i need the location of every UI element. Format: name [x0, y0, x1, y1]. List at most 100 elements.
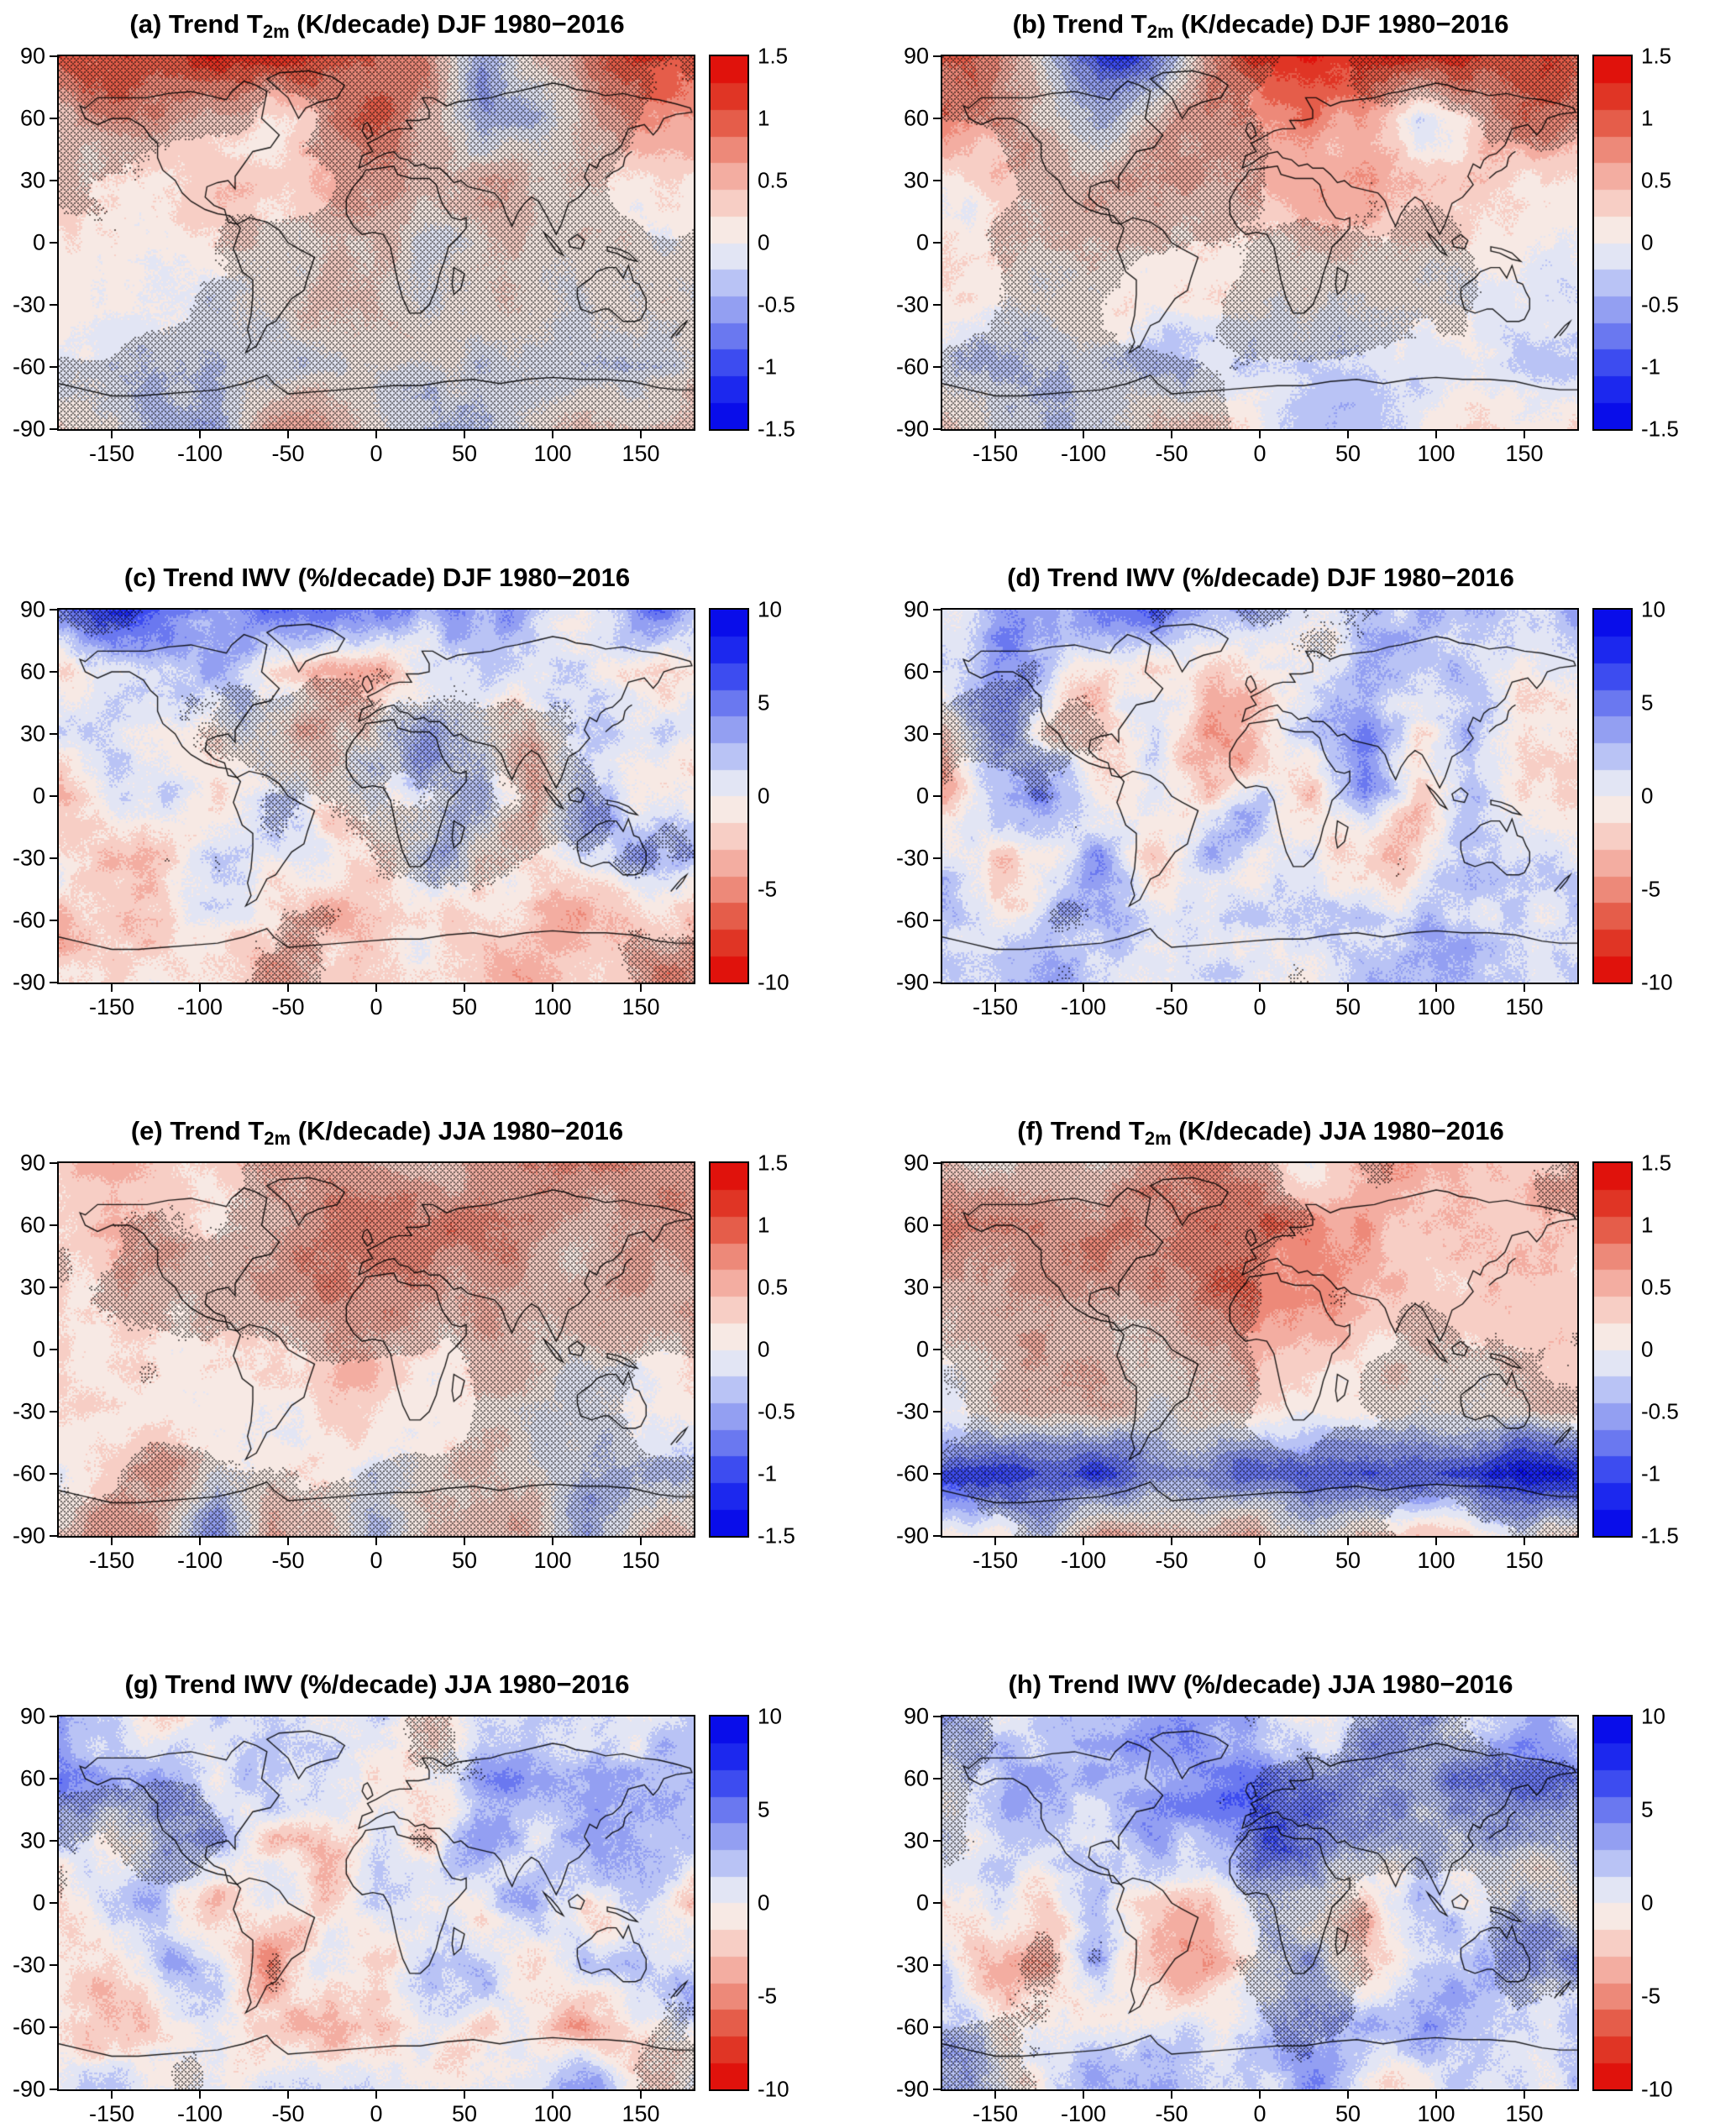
x-tick-label: 100 [1417, 994, 1455, 1019]
y-tick-mark [50, 180, 57, 181]
y-tick-label: -90 [895, 1523, 929, 1549]
panel-title-subscript: 2m [264, 1128, 291, 1149]
x-tick-label: 100 [533, 441, 572, 466]
colorbar-tick-label: -5 [758, 876, 778, 902]
colorbar-tick-labels: 1.5 1 0.5 0 -0.5 -1 -1.5 [749, 44, 811, 442]
y-tick-label: 30 [903, 1274, 929, 1300]
x-axis-tick-labels: -150 -100 -50 0 50 100 150 [941, 431, 1579, 468]
colorbar-canvas [709, 608, 749, 984]
x-tick-mark [199, 984, 201, 992]
map-area: -150 -100 -50 0 50 100 150 [941, 1161, 1579, 1575]
world-map-canvas [57, 55, 695, 431]
y-tick-label: 90 [903, 1703, 929, 1729]
x-tick-mark [464, 984, 465, 992]
x-tick-label: 100 [533, 1548, 572, 1573]
y-tick-label: 60 [19, 1765, 45, 1791]
y-tick-mark [50, 1778, 57, 1779]
colorbar-tick-label: 0 [1641, 783, 1654, 809]
y-tick-label: -90 [895, 2076, 929, 2102]
y-axis-tick-labels: 90 60 30 0 -30 -60 -90 [894, 1150, 941, 1549]
colorbar-canvas [1592, 55, 1633, 431]
y-tick-mark [933, 982, 941, 983]
x-tick-label: 50 [1335, 1548, 1361, 1573]
x-tick-label: 0 [370, 1548, 383, 1573]
y-tick-label: 60 [903, 105, 929, 131]
colorbar-tick-label: -0.5 [1641, 1398, 1679, 1424]
colorbar-tick-label: 0.5 [1641, 1274, 1672, 1300]
x-tick-label: -50 [271, 1548, 305, 1573]
panel-title: (g) Trend IWV (%/decade) JJA 1980−2016 [59, 1669, 695, 1708]
x-tick-label: -150 [972, 441, 1019, 466]
y-tick-mark [933, 2089, 941, 2090]
x-tick-label: -100 [176, 994, 223, 1019]
colorbar-tick-label: 1.5 [1641, 1150, 1672, 1176]
x-tick-mark [640, 2091, 642, 2099]
y-tick-mark [50, 1473, 57, 1475]
x-tick-mark [1259, 431, 1261, 438]
panel-title: (c) Trend IWV (%/decade) DJF 1980−2016 [59, 562, 695, 601]
colorbar-tick-label: -0.5 [1641, 291, 1679, 317]
world-map-canvas [941, 55, 1579, 431]
colorbar-tick-label: 1 [1641, 105, 1654, 131]
colorbar-tick-labels: 10 5 0 -5 -10 [1633, 597, 1695, 995]
y-tick-mark [50, 982, 57, 983]
panel-title-text: (h) Trend IWV (%/decade) JJA 1980−2016 [1008, 1669, 1513, 1699]
panel-title-text-2: (K/decade) JJA 1980−2016 [1171, 1116, 1504, 1145]
x-tick-label: 100 [1417, 441, 1455, 466]
x-tick-label: 0 [370, 994, 383, 1019]
panel-title-text: (d) Trend IWV (%/decade) DJF 1980−2016 [1007, 563, 1514, 592]
x-tick-label: -150 [88, 1548, 135, 1573]
map-panel: (e) Trend T2m (K/decade) JJA 1980−2016 9… [0, 1115, 852, 1575]
x-tick-label: -150 [972, 994, 1019, 1019]
y-tick-mark [50, 1349, 57, 1350]
panel-title-text: (g) Trend IWV (%/decade) JJA 1980−2016 [124, 1669, 630, 1699]
x-tick-mark [375, 2091, 377, 2099]
y-tick-mark [933, 1535, 941, 1537]
x-axis-tick-labels: -150 -100 -50 0 50 100 150 [57, 2091, 695, 2128]
x-tick-mark [1435, 1538, 1437, 1545]
world-map-canvas [57, 1161, 695, 1538]
colorbar-tick-label: 1.5 [758, 1150, 789, 1176]
colorbar-tick-labels: 1.5 1 0.5 0 -0.5 -1 -1.5 [749, 1150, 811, 1549]
colorbar-tick-label: -1.5 [758, 416, 795, 442]
x-tick-mark [1171, 431, 1172, 438]
y-tick-mark [933, 733, 941, 735]
colorbar-tick-label: -10 [758, 2076, 789, 2102]
x-tick-mark [1524, 431, 1525, 438]
y-tick-mark [933, 2026, 941, 2028]
colorbar-tick-label: 0 [1641, 229, 1654, 255]
y-tick-mark [933, 1902, 941, 1904]
colorbar: 10 5 0 -5 -10 [709, 1704, 811, 2102]
colorbar-tick-label: 0.5 [1641, 167, 1672, 193]
x-tick-label: 150 [1505, 441, 1544, 466]
colorbar-tick-label: 1 [758, 105, 770, 131]
panel-title-text: (b) Trend T [1012, 9, 1147, 39]
map-area: -150 -100 -50 0 50 100 150 [941, 608, 1579, 1021]
x-tick-label: -150 [88, 994, 135, 1019]
y-tick-label: -60 [895, 1460, 929, 1486]
x-tick-mark [1171, 984, 1172, 992]
panel-title: (a) Trend T2m (K/decade) DJF 1980−2016 [59, 8, 695, 48]
colorbar-tick-label: 10 [758, 1703, 782, 1729]
y-tick-mark [933, 1473, 941, 1475]
colorbar-tick-label: 10 [1641, 596, 1665, 622]
x-tick-label: 50 [1335, 441, 1361, 466]
colorbar-tick-label: -5 [758, 1983, 778, 2009]
colorbar: 10 5 0 -5 -10 [1592, 1704, 1695, 2102]
world-map-canvas [57, 608, 695, 984]
x-tick-label: -150 [88, 441, 135, 466]
x-tick-label: -100 [1060, 994, 1107, 1019]
colorbar-tick-labels: 10 5 0 -5 -10 [1633, 1704, 1695, 2102]
colorbar-canvas [1592, 608, 1633, 984]
colorbar: 1.5 1 0.5 0 -0.5 -1 -1.5 [1592, 44, 1695, 442]
colorbar: 1.5 1 0.5 0 -0.5 -1 -1.5 [1592, 1150, 1695, 1549]
y-tick-mark [933, 1224, 941, 1226]
x-tick-mark [287, 2091, 289, 2099]
y-tick-label: 0 [915, 229, 929, 255]
x-tick-mark [464, 2091, 465, 2099]
panel-title-subscript: 2m [1146, 21, 1174, 42]
panel-title: (d) Trend IWV (%/decade) DJF 1980−2016 [942, 562, 1579, 601]
panel-title-subscript: 2m [1144, 1128, 1172, 1149]
y-tick-label: 90 [903, 43, 929, 69]
x-tick-label: 0 [1253, 441, 1267, 466]
